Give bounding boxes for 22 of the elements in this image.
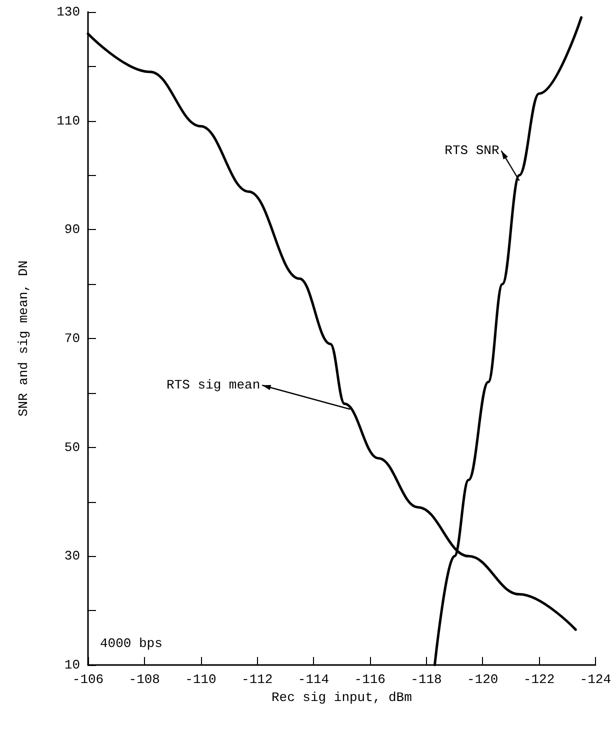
x-tick-label: -114	[298, 672, 330, 687]
x-tick-label: -118	[410, 672, 442, 687]
y-tick-label: 10	[64, 658, 80, 672]
annotation: RTS sig mean	[166, 378, 260, 393]
x-tick-label: -108	[128, 672, 160, 687]
y-tick-label: 70	[64, 331, 80, 346]
x-tick-label: -116	[354, 672, 386, 687]
x-tick-label: -124	[580, 672, 612, 687]
annotation: RTS SNR	[444, 143, 500, 158]
y-tick-label: 130	[56, 4, 80, 20]
x-tick-label: -120	[467, 672, 498, 687]
y-tick-label: 110	[56, 113, 80, 128]
x-tick-label: -106	[72, 672, 104, 687]
x-axis-title: Rec sig input, dBm	[271, 690, 412, 705]
annotation: 4000 bps	[100, 636, 162, 651]
y-axis-title: SNR and sig mean, DN	[16, 260, 31, 417]
y-tick-label: 30	[64, 548, 80, 564]
y-tick-label: 90	[64, 222, 80, 238]
x-tick-label: -112	[242, 672, 273, 687]
x-tick-label: -110	[185, 672, 216, 687]
y-tick-label: 50	[64, 440, 80, 455]
x-tick-label: -122	[523, 672, 555, 687]
